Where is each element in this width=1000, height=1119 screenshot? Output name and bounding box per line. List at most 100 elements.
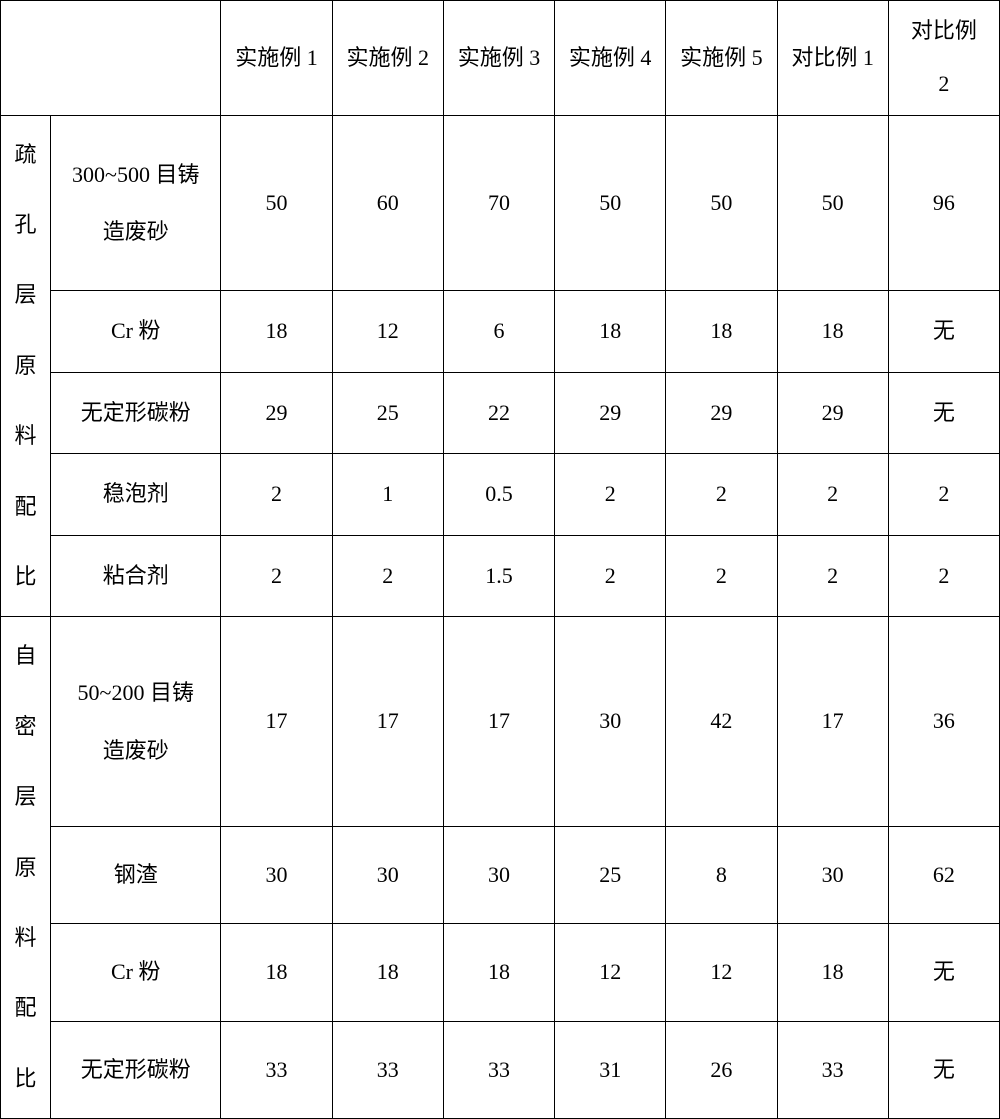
g1c4: 原 (15, 353, 37, 378)
cell: 36 (888, 617, 999, 826)
table-row: 粘合剂 2 2 1.5 2 2 2 2 (1, 535, 1000, 617)
cell: 2 (666, 535, 777, 617)
cell: 2 (777, 535, 888, 617)
cell: 18 (221, 290, 332, 372)
g1r1l1: 300~500 目铸 (72, 162, 199, 187)
g2r1l2: 造废砂 (103, 738, 169, 763)
cell: 17 (443, 617, 554, 826)
cell: 2 (888, 535, 999, 617)
g2c3: 层 (15, 784, 37, 809)
g1c7: 比 (15, 564, 37, 589)
table-row: Cr 粉 18 18 18 12 12 18 无 (1, 924, 1000, 1021)
cell: 18 (332, 924, 443, 1021)
cell: 2 (666, 454, 777, 536)
data-table: 实施例 1 实施例 2 实施例 3 实施例 4 实施例 5 对比例 1 对比例 … (0, 0, 1000, 1119)
cell: 18 (555, 290, 666, 372)
cell: 33 (221, 1021, 332, 1118)
cell: 1 (332, 454, 443, 536)
g1c3: 层 (15, 282, 37, 307)
cell: 无 (888, 924, 999, 1021)
cell: 70 (443, 115, 554, 290)
cell: 30 (443, 826, 554, 923)
cell: 29 (221, 372, 332, 454)
cell: 17 (777, 617, 888, 826)
cell: 18 (777, 290, 888, 372)
g2c4: 原 (15, 855, 37, 880)
header-row: 实施例 1 实施例 2 实施例 3 实施例 4 实施例 5 对比例 1 对比例 … (1, 1, 1000, 116)
row-label: 300~500 目铸 造废砂 (51, 115, 221, 290)
cell: 25 (555, 826, 666, 923)
cell: 33 (332, 1021, 443, 1118)
cell: 17 (332, 617, 443, 826)
cell: 30 (555, 617, 666, 826)
group2-title: 自密 层原 料配 比 (1, 617, 51, 1119)
group1-title: 疏孔 层原 料配 比 (1, 115, 51, 617)
cell: 42 (666, 617, 777, 826)
table-row: 无定形碳粉 29 25 22 29 29 29 无 (1, 372, 1000, 454)
cell: 50 (555, 115, 666, 290)
cell: 2 (332, 535, 443, 617)
cell: 60 (332, 115, 443, 290)
g1c5: 料 (15, 423, 37, 448)
table-row: 疏孔 层原 料配 比 300~500 目铸 造废砂 50 60 70 50 50… (1, 115, 1000, 290)
table-row: 无定形碳粉 33 33 33 31 26 33 无 (1, 1021, 1000, 1118)
cell: 50 (666, 115, 777, 290)
row-label: 粘合剂 (51, 535, 221, 617)
g2c2: 密 (15, 714, 37, 739)
cell: 62 (888, 826, 999, 923)
cell: 96 (888, 115, 999, 290)
cell: 2 (555, 535, 666, 617)
cell: 2 (221, 535, 332, 617)
header-ex1: 实施例 1 (221, 1, 332, 116)
cell: 31 (555, 1021, 666, 1118)
header-blank (1, 1, 221, 116)
cell: 0.5 (443, 454, 554, 536)
cell: 29 (555, 372, 666, 454)
cell: 12 (666, 924, 777, 1021)
cell: 2 (221, 454, 332, 536)
cell: 17 (221, 617, 332, 826)
row-label: 无定形碳粉 (51, 1021, 221, 1118)
cell: 无 (888, 290, 999, 372)
cell: 12 (555, 924, 666, 1021)
cell: 18 (777, 924, 888, 1021)
g2c5: 料 (15, 925, 37, 950)
g1c1: 疏 (15, 142, 37, 167)
g2r1l1: 50~200 目铸 (78, 680, 194, 705)
cell: 2 (777, 454, 888, 536)
cell: 无 (888, 372, 999, 454)
cell: 29 (777, 372, 888, 454)
header-ex2: 实施例 2 (332, 1, 443, 116)
g1c2: 孔 (15, 212, 37, 237)
g2c1: 自 (15, 643, 37, 668)
cell: 29 (666, 372, 777, 454)
cell: 18 (443, 924, 554, 1021)
table-row: 自密 层原 料配 比 50~200 目铸 造废砂 17 17 17 30 42 … (1, 617, 1000, 826)
table-row: 钢渣 30 30 30 25 8 30 62 (1, 826, 1000, 923)
header-cmp2-line1: 对比例 (911, 18, 977, 43)
cell: 22 (443, 372, 554, 454)
cell: 50 (221, 115, 332, 290)
header-ex3: 实施例 3 (443, 1, 554, 116)
table-row: 稳泡剂 2 1 0.5 2 2 2 2 (1, 454, 1000, 536)
cell: 8 (666, 826, 777, 923)
g2c6: 配 (15, 995, 37, 1020)
cell: 33 (443, 1021, 554, 1118)
header-cmp2: 对比例 2 (888, 1, 999, 116)
header-ex4: 实施例 4 (555, 1, 666, 116)
row-label: 无定形碳粉 (51, 372, 221, 454)
cell: 26 (666, 1021, 777, 1118)
cell: 30 (777, 826, 888, 923)
cell: 1.5 (443, 535, 554, 617)
row-label: Cr 粉 (51, 290, 221, 372)
row-label: 稳泡剂 (51, 454, 221, 536)
cell: 50 (777, 115, 888, 290)
cell: 无 (888, 1021, 999, 1118)
row-label: 钢渣 (51, 826, 221, 923)
row-label: Cr 粉 (51, 924, 221, 1021)
cell: 30 (221, 826, 332, 923)
cell: 30 (332, 826, 443, 923)
cell: 6 (443, 290, 554, 372)
g2c7: 比 (15, 1066, 37, 1091)
header-cmp2-line2: 2 (938, 71, 949, 96)
